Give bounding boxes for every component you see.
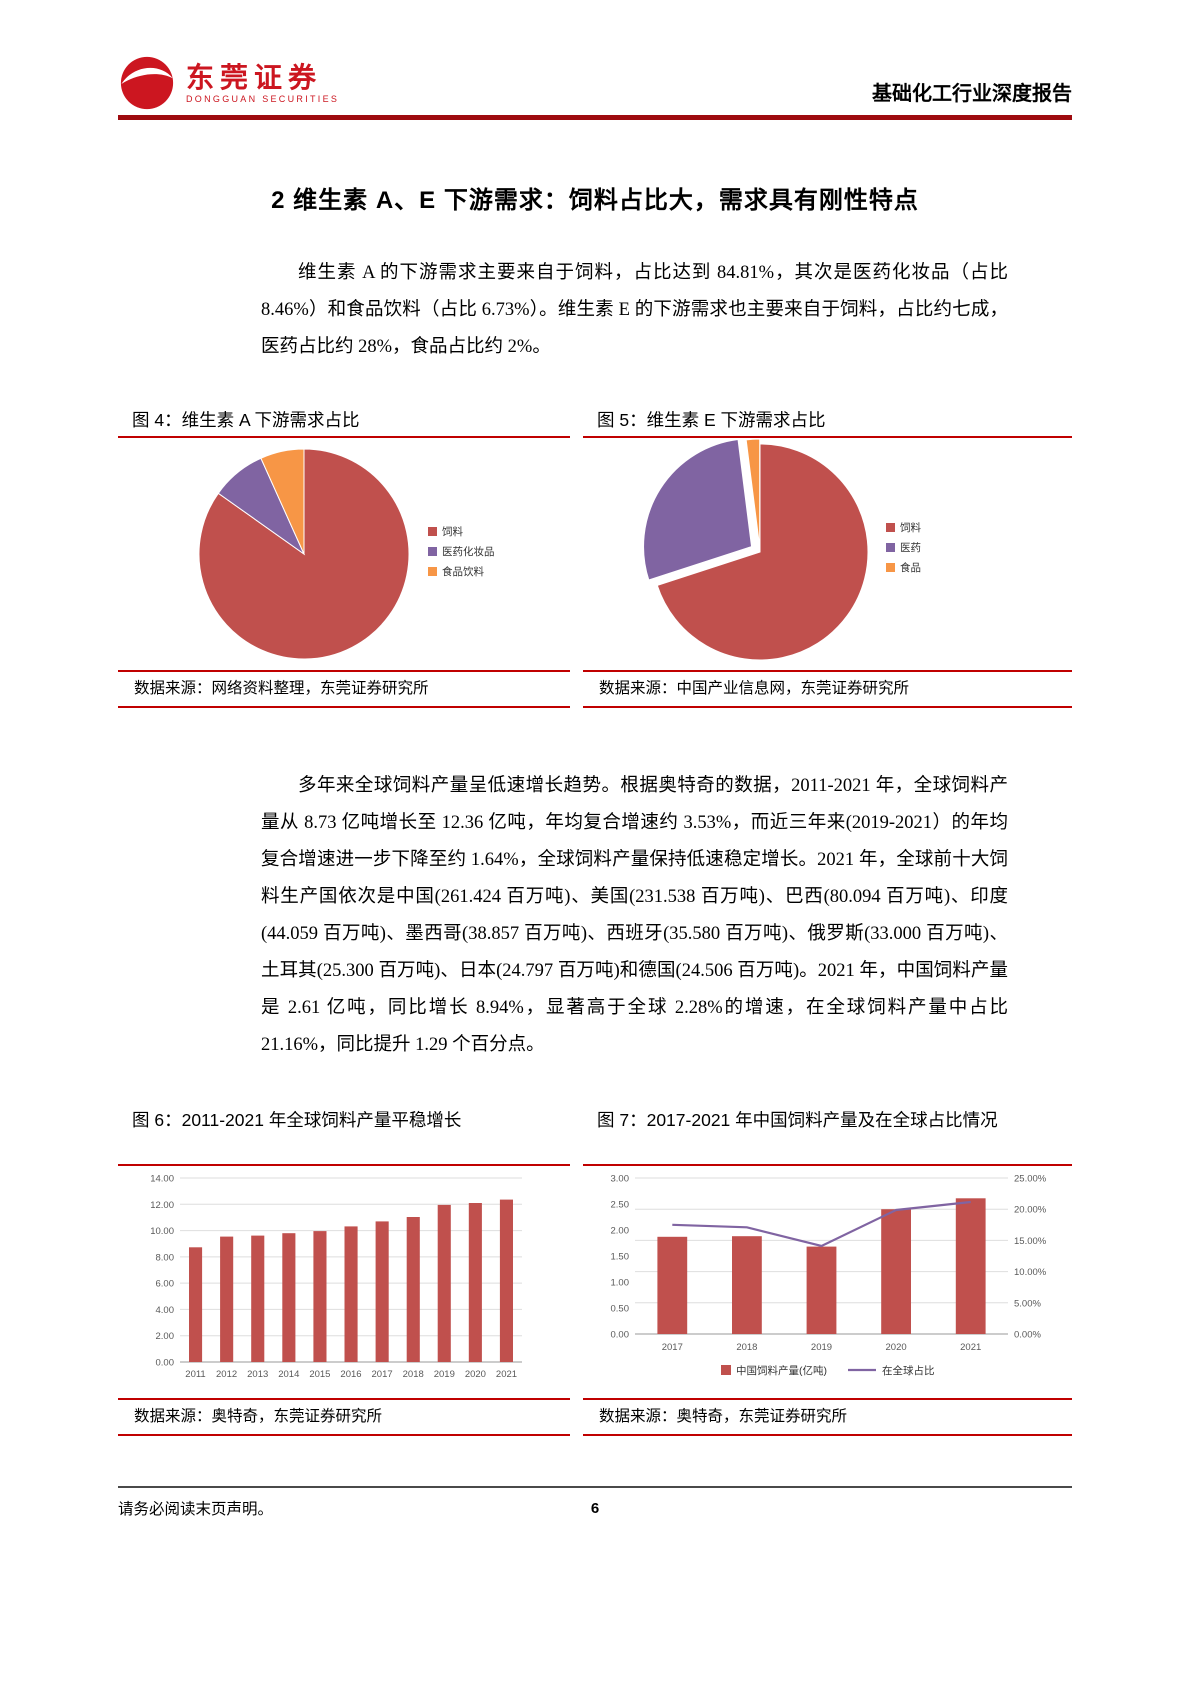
svg-text:2011: 2011: [185, 1369, 205, 1380]
figure-rule: [583, 436, 1072, 438]
svg-text:中国饲料产量(亿吨): 中国饲料产量(亿吨): [736, 1364, 827, 1377]
svg-text:2.00: 2.00: [611, 1226, 630, 1237]
figure-rule: [583, 1164, 1072, 1166]
figure-rule: [118, 1434, 570, 1436]
body-paragraph-1: 维生素 A 的下游需求主要来自于饲料，占比达到 84.81%，其次是医药化妆品（…: [261, 263, 1008, 357]
svg-text:食品: 食品: [900, 561, 921, 574]
china-feed-output-combo-chart: 0.00% 5.00% 10.00% 15.00% 20.00% 25.00% 0.00 0.…: [583, 1166, 1072, 1398]
figure-5: 图 5：维生素 E 下游需求占比 饲料医药食品 数据来源：中国产业信息网，东莞证…: [583, 404, 1072, 708]
svg-text:20.00%: 20.00%: [1014, 1205, 1047, 1216]
brand-name: 东莞证券: [186, 61, 323, 93]
figure-5-source: 数据来源：中国产业信息网，东莞证券研究所: [599, 680, 910, 697]
page-number: 6: [590, 1499, 600, 1517]
svg-text:2012: 2012: [216, 1369, 237, 1380]
svg-text:2016: 2016: [340, 1369, 361, 1380]
brand-logo: 东莞证券 DONGGUAN SECURITIES: [118, 54, 339, 112]
svg-text:5.00%: 5.00%: [1014, 1298, 1041, 1309]
svg-text:2020: 2020: [465, 1369, 486, 1380]
figure-rule: [583, 1434, 1072, 1436]
svg-text:2.00: 2.00: [156, 1331, 175, 1342]
page-header: 东莞证券 DONGGUAN SECURITIES 基础化工行业深度报告: [118, 0, 1072, 112]
svg-text:医药化妆品: 医药化妆品: [442, 545, 495, 558]
svg-text:12.00: 12.00: [150, 1200, 174, 1211]
svg-text:2021: 2021: [496, 1369, 517, 1380]
svg-text:3.00: 3.00: [611, 1174, 630, 1185]
figure-row-2: 图 6：2011-2021 年全球饲料产量平稳增长 0.00 2.00 4.00 6.…: [118, 1104, 1072, 1436]
svg-text:0.00%: 0.00%: [1014, 1330, 1041, 1341]
global-feed-output-bar-chart: 0.00 2.00 4.00 6.00 8.00 10.00 12.00 14.00 2011 2…: [118, 1166, 570, 1398]
svg-text:0.50: 0.50: [611, 1304, 630, 1315]
svg-text:4.00: 4.00: [156, 1305, 175, 1316]
figure-row-1: 图 4：维生素 A 下游需求占比 饲料医药化妆品食品饮料 数据来源：网络资料整理…: [118, 404, 1072, 708]
figure-4: 图 4：维生素 A 下游需求占比 饲料医药化妆品食品饮料 数据来源：网络资料整理…: [118, 404, 570, 708]
figure-rule: [118, 1164, 570, 1166]
footer-disclaimer: 请务必阅读末页声明。: [118, 1501, 274, 1518]
svg-text:8.00: 8.00: [156, 1252, 175, 1263]
figure-7-title: 图 7：2017-2021 年中国饲料产量及在全球占比情况: [597, 1110, 998, 1130]
svg-text:0.00: 0.00: [611, 1330, 630, 1341]
figure-rule: [118, 1398, 570, 1400]
figure-7: 图 7：2017-2021 年中国饲料产量及在全球占比情况 0.00% 5.00%…: [583, 1104, 1072, 1436]
svg-text:医药: 医药: [900, 542, 921, 554]
figure-rule: [118, 670, 570, 672]
body-paragraph-2: 多年来全球饲料产量呈低速增长趋势。根据奥特奇的数据，2011-2021 年，全球…: [261, 776, 1008, 1055]
svg-text:食品饮料: 食品饮料: [442, 565, 484, 578]
svg-text:饲料: 饲料: [442, 525, 463, 538]
figure-4-source: 数据来源：网络资料整理，东莞证券研究所: [134, 680, 429, 697]
svg-text:2019: 2019: [811, 1342, 832, 1353]
footer-rule: [118, 1486, 1072, 1488]
figure-rule: [583, 706, 1072, 708]
svg-text:2021: 2021: [960, 1342, 981, 1353]
figure-6-title: 图 6：2011-2021 年全球饲料产量平稳增长: [132, 1110, 462, 1130]
svg-text:在全球占比: 在全球占比: [882, 1364, 935, 1377]
figure-rule: [118, 706, 570, 708]
figure-6: 图 6：2011-2021 年全球饲料产量平稳增长 0.00 2.00 4.00 6.…: [118, 1104, 570, 1436]
svg-text:2019: 2019: [434, 1369, 455, 1380]
svg-text:2018: 2018: [736, 1342, 757, 1353]
svg-text:2014: 2014: [278, 1369, 299, 1380]
vitamin-a-pie-chart: 饲料医药化妆品食品饮料: [118, 438, 570, 670]
page-footer: 请务必阅读末页声明。 6: [118, 1486, 1072, 1519]
figure-5-title: 图 5：维生素 E 下游需求占比: [597, 410, 826, 430]
svg-text:1.50: 1.50: [611, 1252, 630, 1263]
svg-text:10.00%: 10.00%: [1014, 1267, 1047, 1278]
svg-text:14.00: 14.00: [150, 1174, 174, 1185]
vitamin-e-pie-chart: 饲料 医药 食品: [583, 438, 1072, 670]
svg-text:0.00: 0.00: [156, 1358, 175, 1369]
header-rule: [118, 115, 1072, 120]
svg-text:饲料: 饲料: [900, 521, 921, 534]
svg-text:2017: 2017: [662, 1342, 683, 1353]
svg-text:2018: 2018: [403, 1369, 424, 1380]
figure-rule: [583, 670, 1072, 672]
svg-text:2.50: 2.50: [611, 1200, 630, 1211]
svg-text:2020: 2020: [886, 1342, 907, 1353]
figure-rule: [583, 1398, 1072, 1400]
svg-text:2013: 2013: [247, 1369, 268, 1380]
dongguan-securities-logo-icon: [118, 54, 176, 112]
svg-text:15.00%: 15.00%: [1014, 1236, 1047, 1247]
figure-6-source: 数据来源：奥特奇，东莞证券研究所: [134, 1408, 383, 1425]
svg-text:10.00: 10.00: [150, 1226, 174, 1237]
figure-7-source: 数据来源：奥特奇，东莞证券研究所: [599, 1408, 848, 1425]
svg-text:1.00: 1.00: [611, 1278, 630, 1289]
figure-rule: [118, 436, 570, 438]
report-title: 基础化工行业深度报告: [872, 83, 1072, 105]
svg-text:6.00: 6.00: [156, 1279, 175, 1290]
section-heading: 2 维生素 A、E 下游需求：饲料占比大，需求具有刚性特点: [271, 187, 919, 214]
svg-text:25.00%: 25.00%: [1014, 1174, 1047, 1185]
brand-subtitle: DONGGUAN SECURITIES: [186, 94, 340, 105]
figure-4-title: 图 4：维生素 A 下游需求占比: [132, 410, 360, 430]
svg-text:2017: 2017: [372, 1369, 393, 1380]
svg-text:2015: 2015: [309, 1369, 330, 1380]
